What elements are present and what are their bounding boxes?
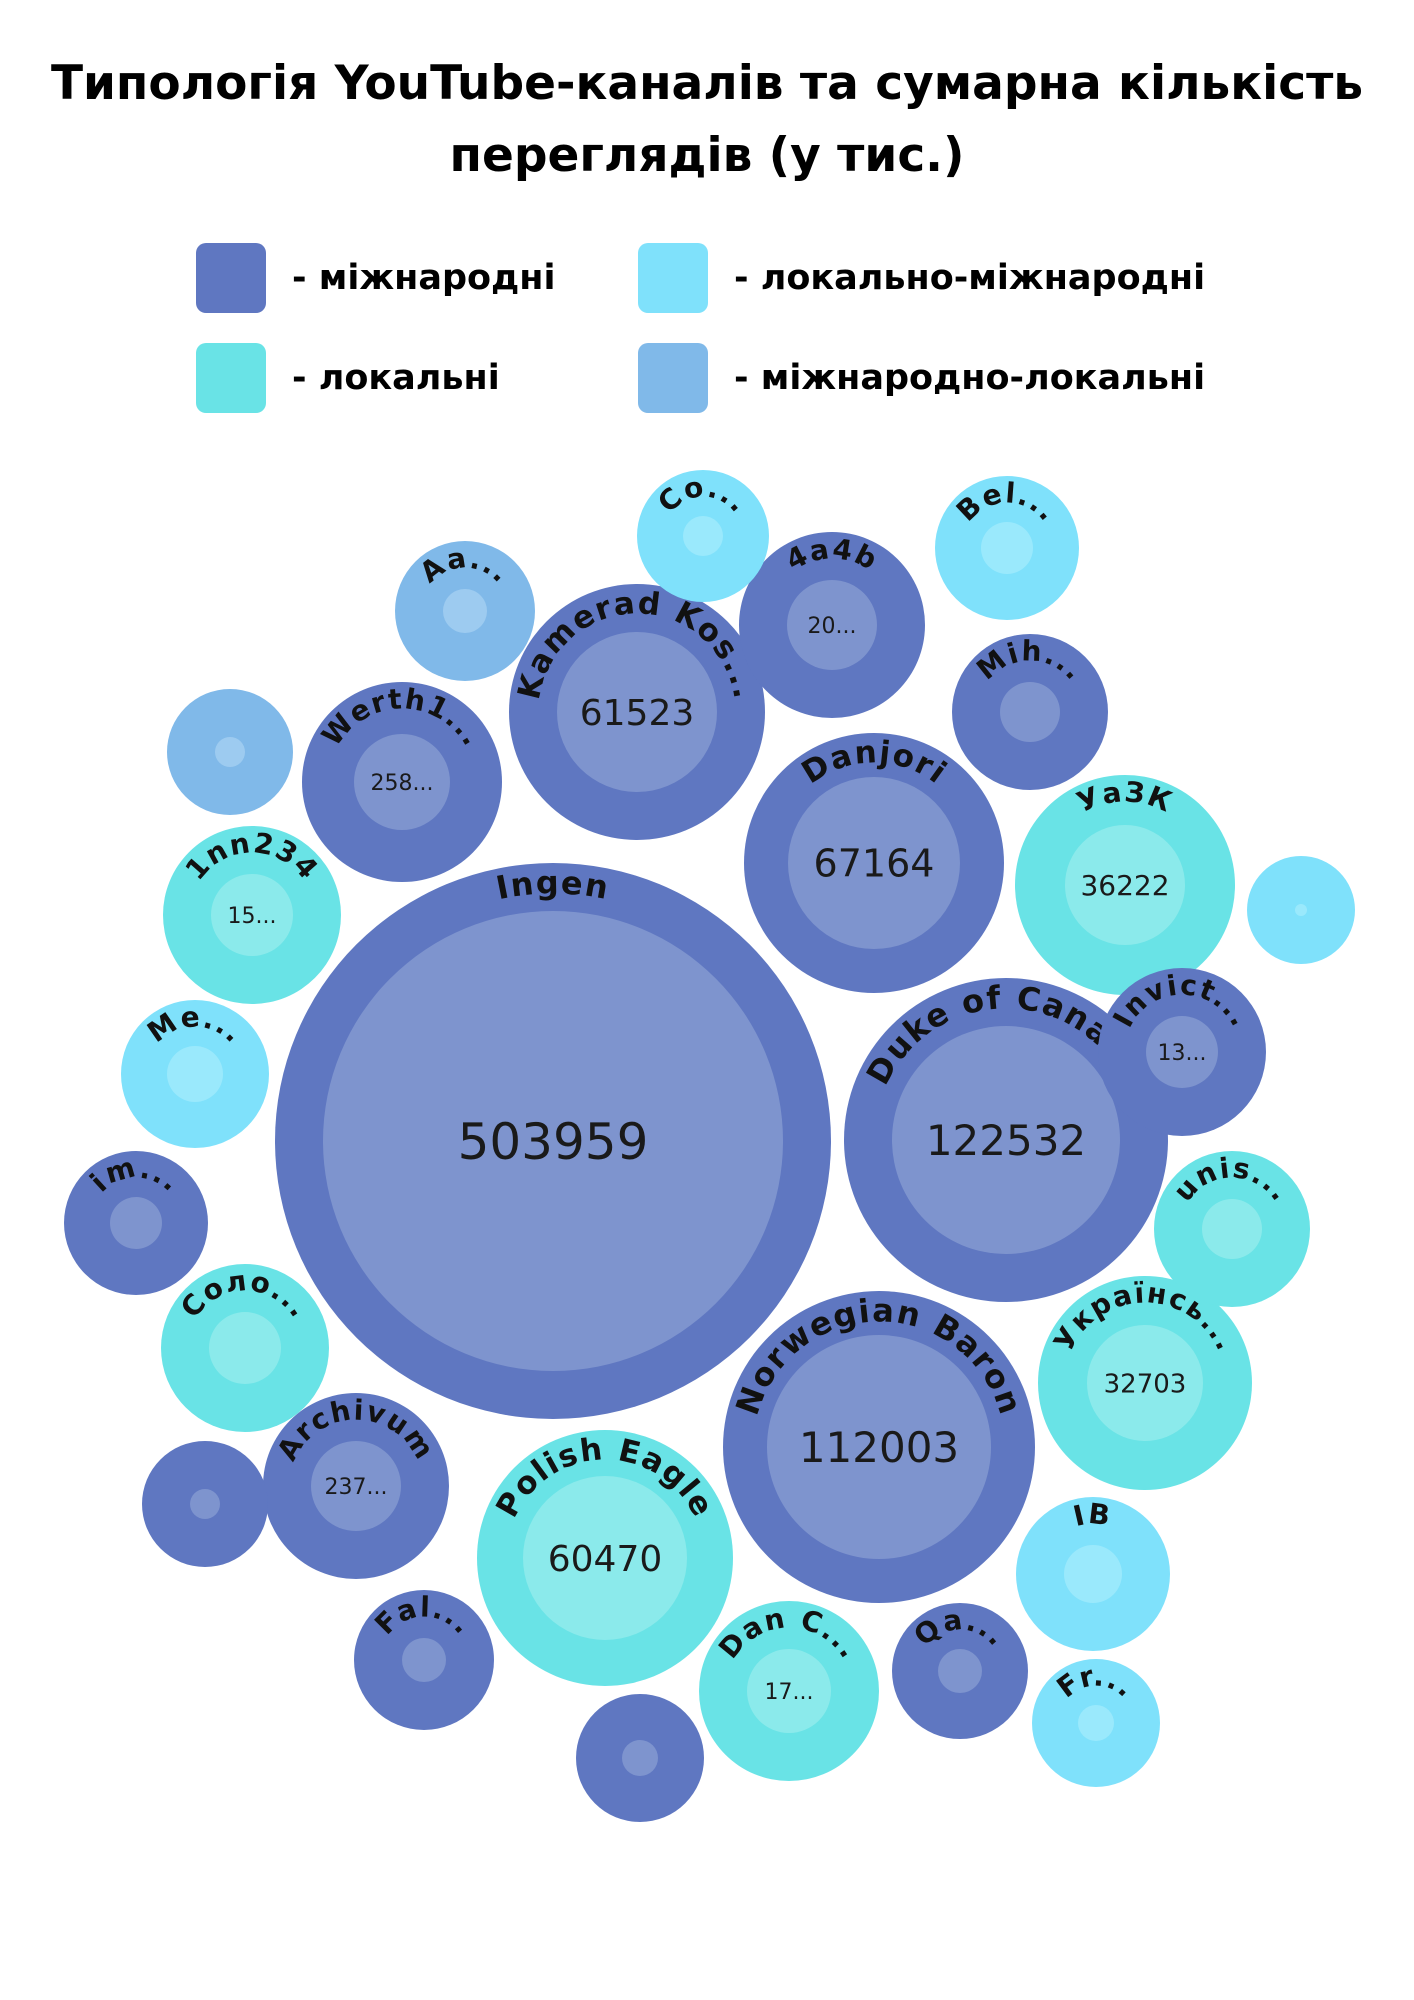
bubble-value-danjori: 67164 <box>814 842 935 886</box>
bubble-inner-aa <box>443 589 487 633</box>
bubble-ingen: Ingen 503959 <box>275 863 831 1419</box>
bubble-inner-archivum <box>311 1441 401 1531</box>
bubble-value-norwegian-baron: 112003 <box>799 1423 959 1472</box>
bubble-unis: unis... <box>1154 1151 1310 1307</box>
bubble-inner-unlabeled-22 <box>190 1489 220 1519</box>
bubble-ib: IB <box>1016 1497 1170 1651</box>
bubble-inner-im <box>110 1197 162 1249</box>
bubble-inner-unlabeled-18 <box>215 737 245 767</box>
bubble-value-kamerad-kos: 61523 <box>580 693 695 734</box>
bubble-inner-ib <box>1064 1545 1122 1603</box>
bubble-value-ingen: 503959 <box>458 1113 649 1171</box>
bubble-inner-danjori <box>788 777 960 949</box>
bubble-українсь: Українсь...32703 <box>1038 1276 1252 1490</box>
bubble-inner-уазк <box>1065 825 1185 945</box>
legend-item-international-local: - міжнародно-локальні <box>638 343 1205 413</box>
bubble-unlabeled-24 <box>576 1694 704 1822</box>
bubble-label-ingen: Ingen <box>493 863 613 907</box>
bubble-value-уазк: 36222 <box>1080 869 1169 902</box>
bubble-inner-соло <box>209 1312 281 1384</box>
bubble-inner-fr <box>1078 1705 1114 1741</box>
bubble-inner-qa <box>938 1649 982 1693</box>
bubble-mih: Mih... <box>952 634 1108 790</box>
legend-label-local: - локальні <box>292 358 500 398</box>
bubble-invict: Invict...13... <box>1098 968 1266 1136</box>
bubble-me: Me... <box>121 1000 269 1148</box>
bubble-bel: Bel... <box>935 476 1079 620</box>
bubble-inner-unis <box>1202 1199 1262 1259</box>
legend-swatch-international <box>196 243 266 313</box>
chart-title-line-2: переглядів (у тис.) <box>449 128 965 183</box>
bubble-inner-ingen <box>323 911 783 1371</box>
bubble-1nn234: 1nn23415... <box>163 826 341 1004</box>
bubble-inner-fal <box>402 1638 446 1682</box>
bubble-unlabeled-22 <box>142 1441 268 1567</box>
bubble-label-ib: IB <box>1070 1497 1113 1533</box>
bubble-dan-c: Dan C...17... <box>699 1601 879 1781</box>
bubble-inner-українсь <box>1087 1325 1203 1441</box>
legend-swatch-international-local <box>638 343 708 413</box>
bubble-im: im... <box>64 1150 208 1295</box>
legend-item-international: - міжнародні <box>196 243 556 313</box>
bubble-value-archivum: 237... <box>325 1475 388 1500</box>
bubble-inner-invict <box>1146 1016 1218 1088</box>
bubble-fal: Fal... <box>354 1590 494 1730</box>
legend-item-local: - локальні <box>196 343 500 413</box>
bubble-aa: Aa... <box>395 541 535 681</box>
bubble-archivum: Archivum237... <box>263 1393 449 1579</box>
bubble-inner-duke-of-canada <box>892 1026 1120 1254</box>
bubble-inner-mih <box>1000 682 1060 742</box>
legend-swatch-local-international <box>638 243 708 313</box>
bubble-inner-werth1 <box>354 734 450 830</box>
bubble-value-polish-eagle: 60470 <box>548 1539 663 1580</box>
bubble-inner-1nn234 <box>211 874 293 956</box>
chart-title-line-1: Типологія YouTube-каналів та сумарна кіл… <box>50 56 1364 111</box>
bubble-value-українсь: 32703 <box>1104 1369 1187 1399</box>
legend-label-international-local: - міжнародно-локальні <box>734 358 1206 398</box>
bubble-werth1: Werth1...258... <box>302 682 502 882</box>
bubble-value-1nn234: 15... <box>228 904 277 929</box>
bubble-qa: Qa... <box>892 1603 1028 1739</box>
bubble-value-4a4b: 20... <box>808 614 857 639</box>
bubble-value-invict: 13... <box>1158 1041 1207 1066</box>
bubble-соло: Соло... <box>161 1264 329 1432</box>
bubble-inner-polish-eagle <box>523 1476 687 1640</box>
bubble-value-werth1: 258... <box>371 771 434 796</box>
bubble-fr: Fr... <box>1032 1659 1160 1787</box>
bubble-unlabeled-29 <box>1247 856 1355 964</box>
bubble-4a4b: 4a4b20... <box>739 532 925 718</box>
bubble-value-duke-of-canada: 122532 <box>926 1116 1086 1165</box>
bubble-inner-bel <box>981 522 1033 574</box>
bubble-inner-unlabeled-29 <box>1295 904 1307 916</box>
bubble-kamerad-kos: Kamerad Kos...61523 <box>509 584 765 840</box>
legend-item-local-international: - локально-міжнародні <box>638 243 1205 313</box>
chart-title: Типологія YouTube-каналів та сумарна кіл… <box>0 48 1414 192</box>
bubble-inner-me <box>167 1046 223 1102</box>
bubble-value-dan-c: 17... <box>765 1680 814 1705</box>
bubble-unlabeled-18 <box>167 689 293 815</box>
bubble-inner-norwegian-baron <box>767 1335 991 1559</box>
legend-swatch-local <box>196 343 266 413</box>
bubble-inner-dan-c <box>747 1649 831 1733</box>
bubble-inner-kamerad-kos <box>557 632 717 792</box>
legend-label-local-international: - локально-міжнародні <box>734 258 1206 298</box>
legend-label-international: - міжнародні <box>292 258 556 298</box>
bubble-inner-co <box>683 516 723 556</box>
bubble-inner-4a4b <box>787 580 877 670</box>
bubble-inner-unlabeled-24 <box>622 1740 658 1776</box>
bubble-co: Co... <box>637 470 769 602</box>
